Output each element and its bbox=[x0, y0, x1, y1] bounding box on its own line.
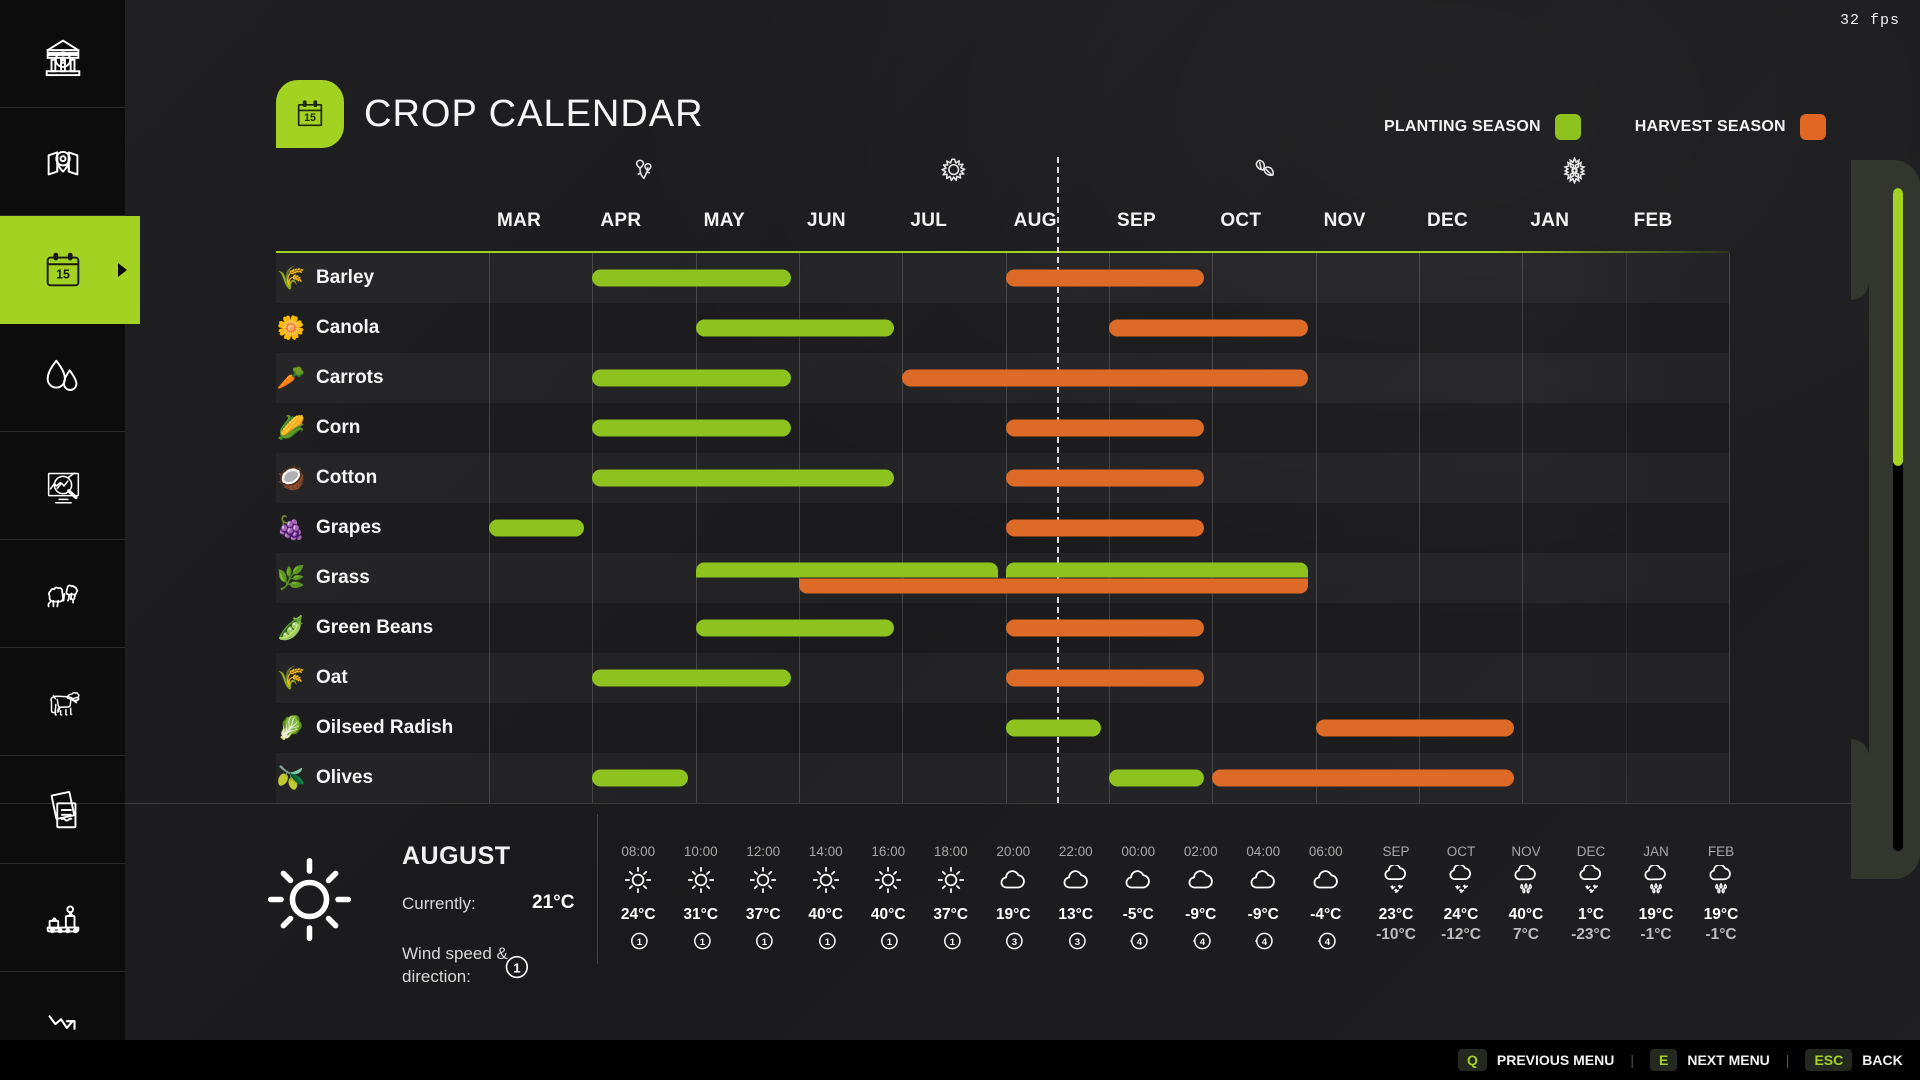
svg-text:1: 1 bbox=[824, 937, 830, 948]
svg-text:3: 3 bbox=[1074, 937, 1079, 948]
svg-text:1: 1 bbox=[887, 937, 893, 948]
svg-text:4: 4 bbox=[1137, 937, 1143, 948]
svg-text:1: 1 bbox=[762, 937, 768, 948]
svg-text:15: 15 bbox=[304, 112, 316, 124]
svg-text:15: 15 bbox=[56, 267, 70, 281]
svg-text:1: 1 bbox=[949, 937, 955, 948]
svg-text:4: 4 bbox=[1199, 937, 1205, 948]
svg-text:1: 1 bbox=[637, 937, 643, 948]
svg-text:1: 1 bbox=[699, 937, 705, 948]
svg-text:3: 3 bbox=[1012, 937, 1017, 948]
svg-text:4: 4 bbox=[1324, 937, 1330, 948]
svg-text:1: 1 bbox=[513, 960, 520, 975]
svg-text:4: 4 bbox=[1262, 937, 1268, 948]
